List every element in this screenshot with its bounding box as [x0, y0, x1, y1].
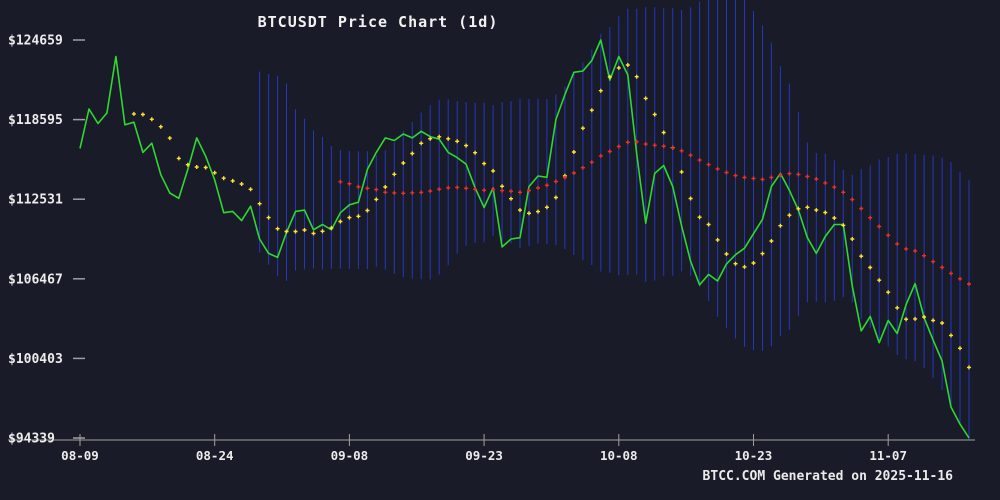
x-tick-label: 10-23: [735, 448, 773, 463]
y-tick-label: $124659: [8, 34, 63, 49]
y-tick-label: $106467: [8, 272, 63, 287]
watermark-text: BTCC.COM Generated on 2025-11-16: [702, 469, 953, 484]
x-tick-label: 08-09: [61, 448, 99, 463]
x-tick-label: 09-08: [331, 448, 369, 463]
price-line: [79, 39, 970, 439]
ma7-dots: [131, 63, 971, 370]
y-tick-label: $118595: [8, 113, 63, 128]
x-tick-label: 09-23: [465, 448, 503, 463]
chart-title: BTCUSDT Price Chart (1d): [257, 13, 499, 31]
y-tick-label: $100403: [8, 352, 63, 367]
x-tick-label: 11-07: [869, 448, 907, 463]
x-axis: 08-09 08-24 09-08 09-23 10-08 10-23 11-07: [8, 434, 975, 463]
y-tick-label: $112531: [8, 193, 63, 208]
bollinger-bars: [259, 0, 970, 440]
x-tick-label: 08-24: [196, 448, 234, 463]
x-tick-label: 10-08: [600, 448, 638, 463]
ma30-dots: [338, 139, 971, 286]
y-tick-label: $94339: [8, 432, 55, 447]
y-axis: $124659 $118595 $112531 $106467 $100403 $9433…: [8, 34, 85, 447]
